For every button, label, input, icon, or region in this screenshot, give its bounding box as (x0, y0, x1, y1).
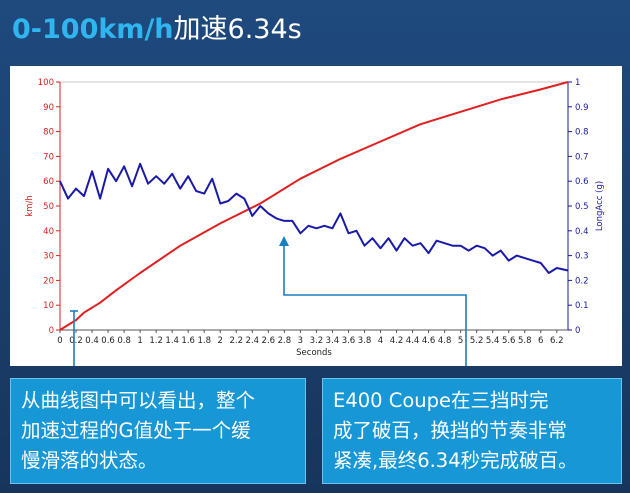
left-tick-label: 40 (43, 227, 54, 237)
callout-right-line-1: E400 Coupe在三挡时完 (333, 389, 549, 412)
callout-right-line-3: 紧凑,最终6.34秒完成破百。 (333, 449, 578, 472)
x-tick-label: 5.2 (470, 336, 484, 346)
left-tick-label: 70 (43, 152, 54, 162)
callout-right-line-2: 成了破百，换挡的节奏非常 (333, 419, 568, 442)
callout-left-line-3: 慢滑落的状态。 (21, 449, 158, 472)
x-axis-label: Seconds (296, 348, 332, 358)
page-title: 0-100km/h加速6.34s (12, 8, 302, 52)
x-tick-label: 0.2 (69, 336, 83, 346)
left-tick-label: 50 (43, 202, 54, 212)
x-tick-label: 0.6 (101, 336, 115, 346)
left-tick-label: 90 (43, 103, 54, 113)
series-line-speed (59, 81, 569, 331)
right-tick-label: 0.7 (575, 152, 589, 162)
right-tick-label: 0.5 (575, 202, 589, 212)
right-tick-label: 0.8 (575, 128, 589, 138)
x-tick-label: 4.4 (406, 336, 420, 346)
callout-left-line-1: 从曲线图中可以看出，整个 (21, 389, 256, 412)
callout-left: 从曲线图中可以看出，整个 加速过程的G值处于一个缓 慢滑落的状态。 (10, 378, 306, 484)
right-tick-label: 0.2 (575, 276, 589, 286)
connector-right (283, 238, 467, 366)
x-tick-label: 3.8 (358, 336, 372, 346)
plot-area (59, 81, 569, 331)
x-tick-label: 4 (378, 336, 383, 346)
x-tick-label: 1.4 (165, 336, 179, 346)
x-tick-label: 5.6 (502, 336, 516, 346)
x-tick-label: 3.2 (310, 336, 324, 346)
speed-acceleration-chart: 0102030405060708090100km/h00.10.20.30.40… (25, 78, 605, 366)
x-tick-label: 5.4 (486, 336, 500, 346)
right-tick-label: 0 (575, 326, 580, 336)
x-tick-label: 2.2 (230, 336, 244, 346)
left-tick-label: 100 (38, 78, 54, 88)
x-tick-label: 2.4 (246, 336, 260, 346)
right-tick-label: 0.1 (575, 301, 589, 311)
x-tick-label: 2.6 (262, 336, 276, 346)
x-tick-label: 1.6 (181, 336, 195, 346)
x-tick-label: 4.6 (422, 336, 436, 346)
right-tick-label: 1 (575, 78, 580, 88)
right-axis-label: LongAcc (g) (595, 181, 605, 231)
x-tick-label: 5.8 (518, 336, 532, 346)
left-tick-label: 60 (43, 177, 54, 187)
left-tick-label: 20 (43, 276, 54, 286)
x-tick-label: 1 (137, 336, 142, 346)
title-accent: 0-100km/h (12, 14, 174, 45)
x-tick-label: 2 (218, 336, 223, 346)
connector-right-arrowhead (279, 236, 289, 246)
x-tick-label: 3 (298, 336, 303, 346)
x-tick-label: 0 (57, 336, 62, 346)
right-tick-label: 0.6 (575, 177, 589, 187)
left-tick-label: 30 (43, 252, 54, 262)
right-tick-label: 0.9 (575, 103, 589, 113)
left-tick-label: 10 (43, 301, 54, 311)
left-tick-label: 0 (49, 326, 54, 336)
callout-left-line-2: 加速过程的G值处于一个缓 (21, 419, 251, 442)
x-tick-label: 4.8 (438, 336, 452, 346)
x-tick-label: 5 (458, 336, 463, 346)
series-line-acc (59, 162, 569, 274)
x-tick-label: 6 (538, 336, 543, 346)
x-tick-label: 0.4 (85, 336, 99, 346)
x-tick-label: 2.8 (278, 336, 292, 346)
left-tick-label: 80 (43, 128, 54, 138)
x-tick-label: 4.2 (390, 336, 404, 346)
right-tick-label: 0.4 (575, 227, 589, 237)
x-tick-label: 6.2 (550, 336, 564, 346)
x-tick-label: 1.2 (149, 336, 163, 346)
x-tick-label: 1.8 (197, 336, 211, 346)
x-tick-label: 3.6 (342, 336, 356, 346)
title-rest: 加速6.34s (173, 14, 302, 45)
x-tick-label: 0.8 (117, 336, 131, 346)
left-axis-label: km/h (25, 195, 35, 216)
x-tick-label: 3.4 (326, 336, 340, 346)
callout-right: E400 Coupe在三挡时完 成了破百，换挡的节奏非常 紧凑,最终6.34秒完… (322, 378, 622, 484)
chart-panel: 0 10 20 30 40 50 60 70 80 90 100 km/h 0 0.1 0.2 0.3 0.4 0… (10, 66, 622, 366)
right-tick-label: 0.3 (575, 252, 589, 262)
